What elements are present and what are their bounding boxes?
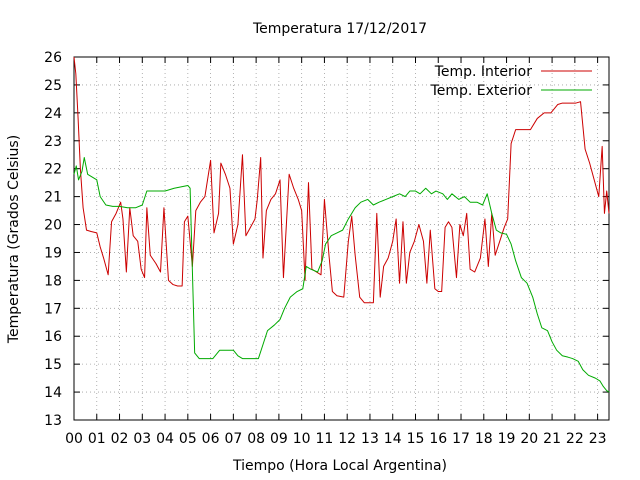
y-axis-label: Temperatura (Grados Celsius) <box>6 135 22 344</box>
x-tick-label: 10 <box>293 431 311 447</box>
x-tick-label: 08 <box>247 431 265 447</box>
y-tick-label: 13 <box>44 413 62 429</box>
legend-label-exterior: Temp. Exterior <box>430 83 533 99</box>
x-tick-label: 23 <box>589 431 607 447</box>
x-tick-label: 02 <box>111 431 129 447</box>
legend-label-interior: Temp. Interior <box>434 64 533 80</box>
y-tick-label: 14 <box>44 385 62 401</box>
x-tick-label: 16 <box>429 431 447 447</box>
y-tick-label: 18 <box>44 273 62 289</box>
y-tick-label: 19 <box>44 245 62 261</box>
x-tick-label: 18 <box>475 431 493 447</box>
y-tick-label: 20 <box>44 218 62 234</box>
x-tick-label: 07 <box>224 431 242 447</box>
x-tick-label: 05 <box>179 431 197 447</box>
y-tick-label: 21 <box>44 190 62 206</box>
y-axis-ticks: 13 14 15 16 17 18 19 20 21 22 23 24 25 26 <box>44 50 609 429</box>
y-tick-label: 26 <box>44 50 62 66</box>
grid-lines <box>74 57 609 420</box>
x-tick-label: 03 <box>133 431 151 447</box>
series-lines <box>73 56 610 393</box>
x-tick-label: 11 <box>316 431 334 447</box>
x-tick-label: 21 <box>543 431 561 447</box>
chart-title: Temperatura 17/12/2017 <box>252 21 427 37</box>
x-tick-label: 01 <box>88 431 106 447</box>
x-axis-ticks: 00 01 02 03 04 05 06 07 08 09 10 11 12 13 14 15 16 17 18 19… <box>65 57 607 447</box>
series-line-interior <box>73 56 610 304</box>
x-tick-label: 19 <box>498 431 516 447</box>
y-tick-label: 22 <box>44 162 62 178</box>
plot-area-frame <box>73 56 610 421</box>
x-tick-label: 04 <box>156 431 174 447</box>
y-tick-label: 24 <box>44 106 62 122</box>
y-tick-label: 25 <box>44 78 62 94</box>
series-line-exterior <box>73 157 610 393</box>
x-tick-label: 15 <box>407 431 425 447</box>
x-tick-label: 20 <box>520 431 538 447</box>
x-tick-label: 09 <box>270 431 288 447</box>
x-tick-label: 22 <box>566 431 584 447</box>
x-tick-label: 13 <box>361 431 379 447</box>
x-tick-label: 06 <box>202 431 220 447</box>
x-tick-label: 14 <box>384 431 402 447</box>
x-tick-label: 17 <box>452 431 470 447</box>
x-tick-label: 12 <box>338 431 356 447</box>
y-tick-label: 17 <box>44 301 62 317</box>
y-tick-label: 15 <box>44 357 62 373</box>
x-tick-label: 00 <box>65 431 83 447</box>
legend: Temp. Interior Temp. Exterior <box>430 64 592 99</box>
y-tick-label: 23 <box>44 134 62 150</box>
y-tick-label: 16 <box>44 329 62 345</box>
x-axis-label: Tiempo (Hora Local Argentina) <box>232 458 447 474</box>
